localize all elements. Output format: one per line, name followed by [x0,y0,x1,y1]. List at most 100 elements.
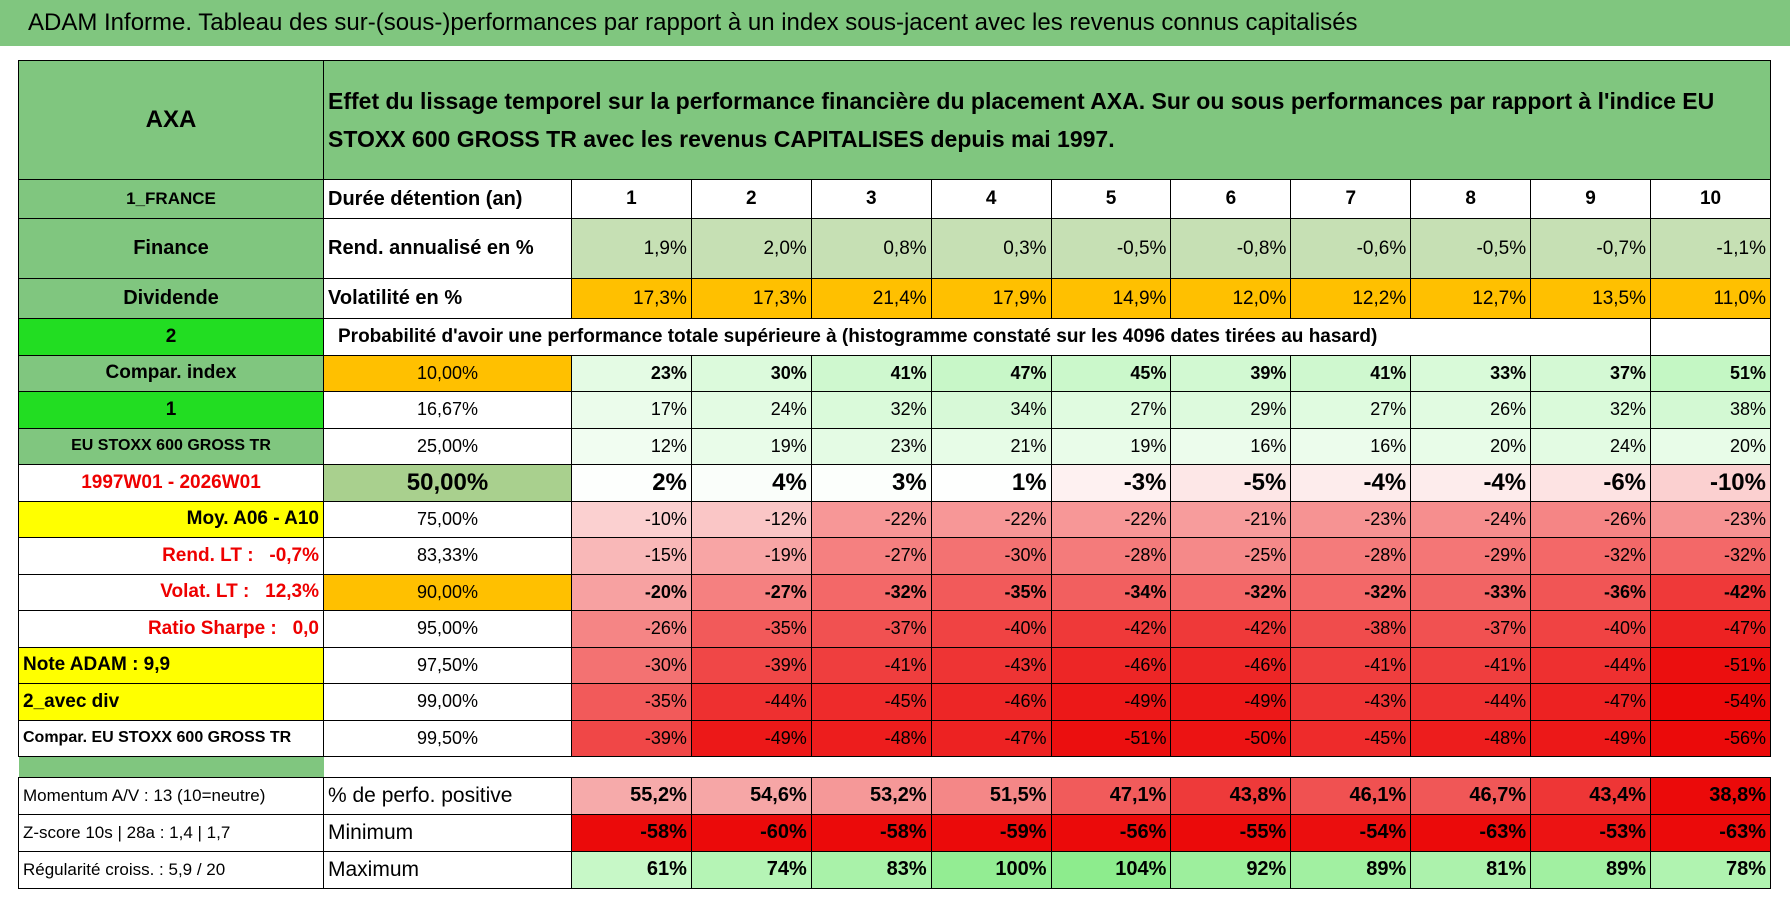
table-row: 1_FRANCE Durée détention (an) 1 2 3 4 5 6 7 8 9 10 [18,179,1771,219]
table-row: Dividende Volatilité en % 17,3% 17,3% 21,4% 1… [18,278,1771,319]
probability-cell: -25% [1170,537,1292,575]
stat-cell: 89% [1290,850,1412,889]
probability-cell: -44% [1410,683,1532,721]
probability-cell: -39% [690,646,812,684]
probability-cell: -50% [1170,719,1292,757]
table-row: 1 16,67% 17% 24% 32% 34% 27% 29% 27% 26% 32% 38% [18,391,1771,429]
probability-cell: 41% [1290,354,1412,392]
row-label: Compar. index [18,354,324,392]
table-row: Note ADAM : 9,9 97,50% -30% -39% -41% -43% -46… [18,646,1771,684]
cell: -1,1% [1650,218,1771,279]
probability-cell: -32% [1170,573,1292,611]
probability-cell: -4% [1290,464,1412,502]
probability-cell: 34% [930,391,1052,429]
cell: 10 [1650,179,1771,219]
probability-cell: -32% [1530,537,1652,575]
probability-cell: -47% [930,719,1052,757]
probability-cell: -37% [1410,610,1532,648]
cell: 21,4% [810,278,932,319]
probability-cell: 51% [1650,354,1771,392]
cell: 8 [1410,179,1532,219]
probability-cell: -19% [690,537,812,575]
probability-cell: 1% [930,464,1052,502]
row-label: Régularité croiss. : 5,9 / 20 [18,850,324,889]
row-label: Z-score 10s | 28a : 1,4 | 1,7 [18,813,324,852]
probability-cell: -48% [810,719,932,757]
probability-cell: 3% [810,464,932,502]
stat-cell: -59% [930,813,1052,852]
probability-cell: -15% [571,537,692,575]
metric-label: Maximum [323,850,572,889]
cell: 2 [690,179,812,219]
cell: -0,7% [1530,218,1652,279]
row-label: Dividende [18,278,324,319]
probability-cell: -30% [930,537,1052,575]
table-row: Moy. A06 - A10 75,00% -10% -12% -22% -22% -22%… [18,500,1771,538]
probability-cell: -41% [1290,646,1412,684]
probability-cell: 23% [571,354,692,392]
probability-cell: 41% [810,354,932,392]
row-label: 1_FRANCE [18,179,324,219]
probability-cell: 30% [690,354,812,392]
stat-cell: -54% [1290,813,1412,852]
probability-cell: -26% [571,610,692,648]
probability-cell: -32% [810,573,932,611]
probability-cell: 16% [1290,427,1412,465]
stat-cell: 83% [810,850,932,889]
probability-cell: -46% [930,683,1052,721]
probability-cell: -39% [571,719,692,757]
table-row: Compar. EU STOXX 600 GROSS TR 99,50% -39% -… [18,719,1771,757]
probability-cell: 2% [571,464,692,502]
probability-cell: -49% [1530,719,1652,757]
probability-cell: -41% [810,646,932,684]
metric-label: % de perfo. positive [323,776,572,815]
cell: 4 [930,179,1052,219]
probability-cell: -20% [571,573,692,611]
probability-cell: -44% [690,683,812,721]
probability-cell: 26% [1410,391,1532,429]
table-row: Ratio Sharpe : 0,0 95,00% -26% -35% -37% -40%… [18,610,1771,648]
probability-cell: -40% [1530,610,1652,648]
probability-cell: -37% [810,610,932,648]
probability-cell: -3% [1050,464,1172,502]
probability-cell: 20% [1650,427,1771,465]
probability-cell: -28% [1050,537,1172,575]
row-label: Ratio Sharpe : 0,0 [18,610,324,648]
cell: 5 [1050,179,1172,219]
row-label: Note ADAM : 9,9 [18,646,324,684]
row-label: Finance [18,218,324,279]
cell: 0,8% [810,218,932,279]
probability-cell: -45% [810,683,932,721]
probability-cell: -4% [1410,464,1532,502]
probability-cell: 23% [810,427,932,465]
row-label: 1 [18,391,324,429]
cell: 12,7% [1410,278,1532,319]
probability-cell: 37% [1530,354,1652,392]
section-heading: Probabilité d'avoir une performance tota… [322,318,1652,356]
probability-cell: -33% [1410,573,1532,611]
threshold: 75,00% [323,500,572,538]
stat-cell: 47,1% [1050,776,1172,815]
description: Effet du lissage temporel sur la perform… [323,60,1771,180]
probability-cell: 24% [690,391,812,429]
threshold: 83,33% [323,537,572,575]
table-row: 1997W01 - 2026W01 50,00% 2% 4% 3% 1% -3% -5% -4%… [18,464,1771,502]
row-label: 1997W01 - 2026W01 [18,464,324,502]
stat-cell: 100% [930,850,1052,889]
cell: 12,0% [1170,278,1292,319]
stat-cell: 81% [1410,850,1532,889]
threshold: 10,00% [323,354,572,392]
stat-cell: -56% [1050,813,1172,852]
row-label: 2 [18,318,324,356]
table-row [18,756,1771,778]
stat-cell: 38,8% [1650,776,1771,815]
probability-cell: -35% [571,683,692,721]
table-row: EU STOXX 600 GROSS TR 25,00% 12% 19% 23% 21% 1… [18,427,1771,465]
cell: 12,2% [1290,278,1412,319]
probability-cell: 19% [1050,427,1172,465]
probability-cell: -43% [930,646,1052,684]
threshold: 16,67% [323,391,572,429]
table-row: Rend. LT : -0,7% 83,33% -15% -19% -27% -30% -2… [18,537,1771,575]
stat-cell: -63% [1650,813,1771,852]
